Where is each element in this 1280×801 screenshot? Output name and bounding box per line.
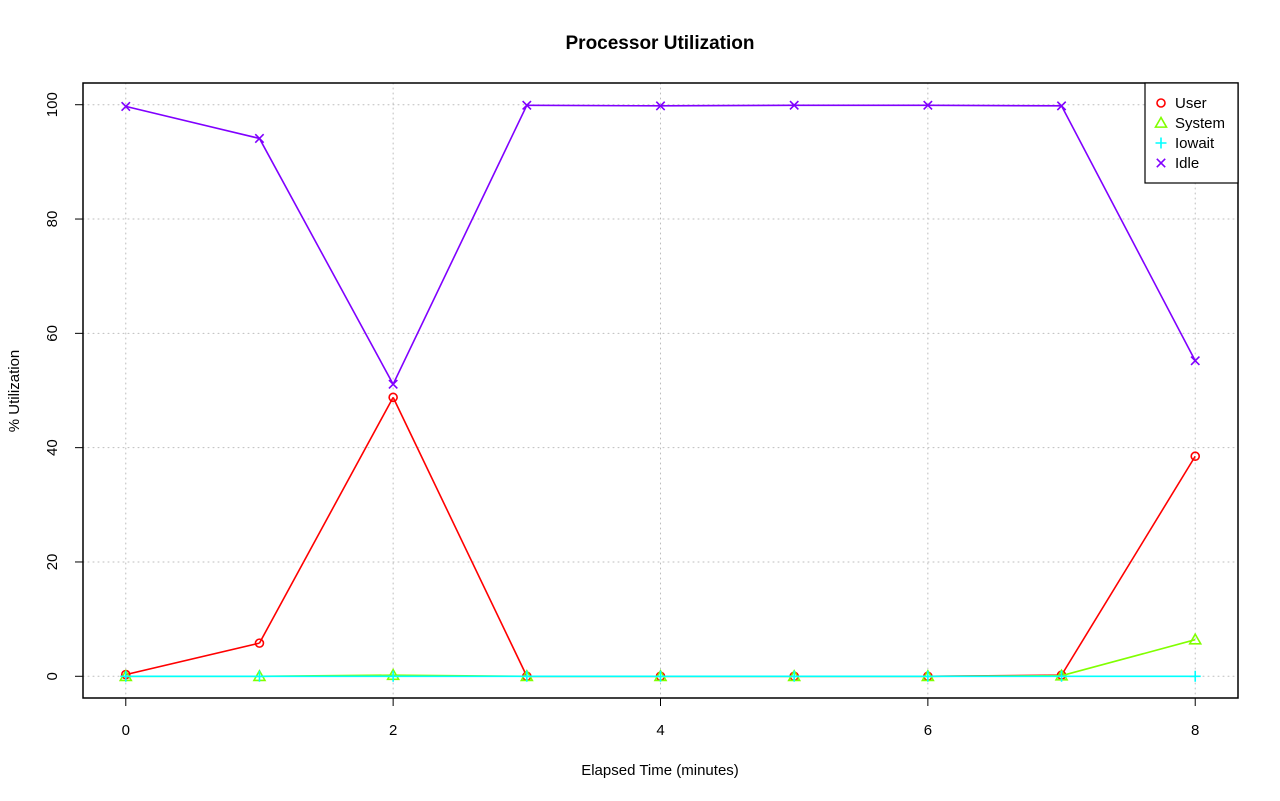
legend-label-idle: Idle xyxy=(1175,155,1199,172)
series-user-segment-7 xyxy=(1060,455,1196,676)
series-user-segment-0 xyxy=(125,642,260,676)
series-idle-point-0 xyxy=(121,101,131,112)
y-tick-label-60: 60 xyxy=(44,325,61,342)
x-tick-label-4: 4 xyxy=(656,722,664,739)
legend-label-iowait: Iowait xyxy=(1175,135,1215,152)
series-iowait-point-3 xyxy=(521,670,533,682)
series-idle-point-6 xyxy=(923,100,933,111)
series-idle-segment-0 xyxy=(125,105,260,140)
series-idle-point-7 xyxy=(1056,101,1067,111)
legend-marker-user xyxy=(1156,98,1166,108)
series-iowait-point-0 xyxy=(120,670,132,682)
y-tick-label-100: 100 xyxy=(44,92,61,117)
x-axis-label: Elapsed Time (minutes) xyxy=(581,762,739,779)
series-iowait-point-5 xyxy=(788,670,800,682)
x-tick-label-6: 6 xyxy=(924,722,932,739)
series-idle-segment-6 xyxy=(927,104,1062,107)
series-user-point-2 xyxy=(388,392,398,403)
series-user-segment-1 xyxy=(258,396,394,644)
series-idle-point-2 xyxy=(388,379,398,389)
legend-marker-idle xyxy=(1156,158,1166,168)
series-idle-point-8 xyxy=(1190,356,1200,366)
legend-marker-system xyxy=(1154,115,1168,128)
series-idle-point-1 xyxy=(254,133,265,144)
x-tick-label-8: 8 xyxy=(1191,722,1199,739)
y-axis-label: % Utilization xyxy=(6,350,23,433)
series-user-segment-2 xyxy=(392,397,528,677)
y-tick-label-40: 40 xyxy=(44,439,61,456)
y-tick-label-0: 0 xyxy=(44,672,61,680)
series-iowait-point-7 xyxy=(1056,670,1068,682)
series-idle-point-3 xyxy=(522,100,532,111)
series-idle-point-5 xyxy=(789,100,799,111)
x-tick-label-2: 2 xyxy=(389,722,397,739)
series-idle-segment-4 xyxy=(660,104,795,107)
series-iowait-point-4 xyxy=(655,670,666,682)
chart-title: Processor Utilization xyxy=(566,33,755,54)
series-iowait-point-8 xyxy=(1189,670,1201,682)
y-tick-label-20: 20 xyxy=(44,554,61,571)
series-system-point-8 xyxy=(1188,632,1203,645)
series-layer xyxy=(118,100,1203,682)
series-idle-segment-1 xyxy=(258,138,394,385)
series-user-point-8 xyxy=(1190,451,1201,462)
series-idle-segment-2 xyxy=(392,104,528,385)
grid-lines xyxy=(82,82,1239,699)
legend-label-user: User xyxy=(1175,95,1207,112)
series-idle-segment-7 xyxy=(1060,105,1196,362)
series-iowait xyxy=(120,670,1201,682)
series-idle xyxy=(121,100,1200,389)
legend: User System Iowait Idle xyxy=(1144,82,1239,184)
legend-marker-iowait xyxy=(1155,137,1167,149)
series-iowait-point-6 xyxy=(922,670,934,682)
y-tick-label-80: 80 xyxy=(44,211,61,228)
series-system-segment-7 xyxy=(1061,638,1196,677)
series-user xyxy=(120,392,1201,682)
series-idle-segment-3 xyxy=(526,104,661,107)
series-iowait-point-1 xyxy=(253,670,265,682)
series-idle-point-4 xyxy=(655,101,666,111)
series-iowait-point-2 xyxy=(387,670,399,682)
legend-label-system: System xyxy=(1175,115,1225,132)
plot-frame xyxy=(82,82,1239,699)
series-user-point-1 xyxy=(254,638,265,648)
x-tick-label-0: 0 xyxy=(122,722,130,739)
